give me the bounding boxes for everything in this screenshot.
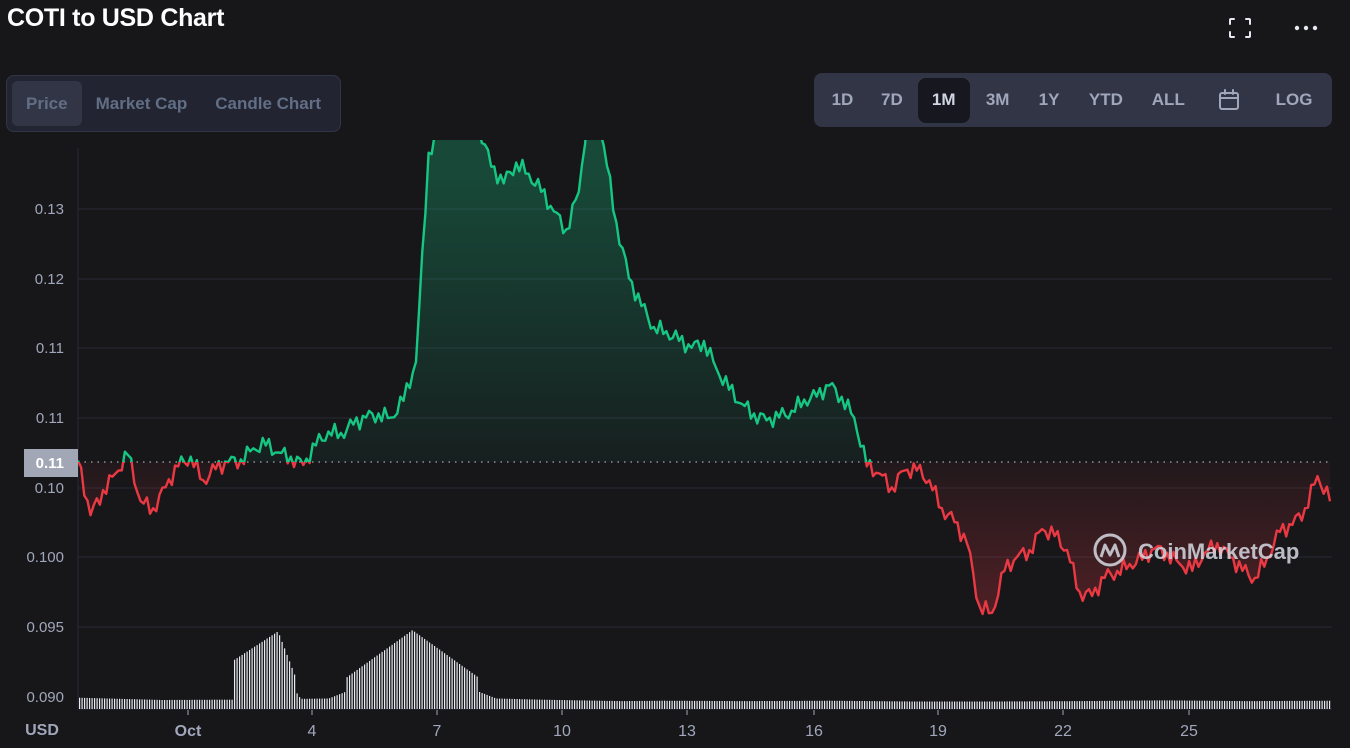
y-tick: 0.095 xyxy=(26,619,64,636)
coinmarketcap-watermark: CoinMarketCap xyxy=(1093,533,1299,567)
volume-bars xyxy=(79,630,1331,709)
x-tick: 13 xyxy=(678,723,696,740)
page-title: COTI to USD Chart xyxy=(7,4,225,32)
y-axis: 0.13 0.12 0.11 0.11 0.10 0.100 0.095 0.0… xyxy=(26,201,64,706)
time-range-tabs: 1D 7D 1M 3M 1Y YTD ALL LOG xyxy=(814,73,1332,127)
range-log[interactable]: LOG xyxy=(1275,90,1313,109)
range-1d[interactable]: 1D xyxy=(831,90,854,109)
x-tick: 4 xyxy=(308,723,317,740)
x-tick: 10 xyxy=(553,723,571,740)
y-tick: 0.13 xyxy=(35,201,64,218)
y-tick: 0.12 xyxy=(35,271,64,288)
range-1y[interactable]: 1Y xyxy=(1038,90,1060,109)
tab-market-cap[interactable]: Market Cap xyxy=(95,93,188,113)
currency-label: USD xyxy=(25,722,59,739)
x-axis: USD Oct 4 7 10 13 16 19 22 25 xyxy=(25,710,1198,740)
y-tick: 0.11 xyxy=(36,410,64,427)
watermark-text: CoinMarketCap xyxy=(1138,539,1299,564)
tab-candle-chart[interactable]: Candle Chart xyxy=(215,93,322,113)
range-3m[interactable]: 3M xyxy=(985,90,1010,109)
x-tick: 19 xyxy=(929,723,947,740)
range-ytd[interactable]: YTD xyxy=(1088,90,1123,109)
y-tick: 0.090 xyxy=(26,689,64,706)
range-all[interactable]: ALL xyxy=(1151,90,1185,109)
x-tick: 25 xyxy=(1180,723,1198,740)
calendar-icon[interactable] xyxy=(1197,78,1261,123)
y-tick: 0.11 xyxy=(36,340,64,357)
x-tick: Oct xyxy=(175,723,202,740)
y-tick: 0.100 xyxy=(26,549,64,566)
range-7d[interactable]: 7D xyxy=(880,90,903,109)
coinmarketcap-logo-icon xyxy=(1099,543,1121,558)
more-horizontal-icon[interactable] xyxy=(1292,14,1320,42)
x-tick: 16 xyxy=(805,723,823,740)
chart-actions xyxy=(1226,14,1320,42)
fullscreen-icon[interactable] xyxy=(1226,14,1254,42)
baseline-label-bg xyxy=(24,449,78,477)
x-tick: 22 xyxy=(1054,723,1072,740)
x-tick: 7 xyxy=(433,723,442,740)
baseline-label: 0.11 xyxy=(36,455,64,472)
range-1m[interactable]: 1M xyxy=(917,77,970,123)
tab-price[interactable]: Price xyxy=(12,81,82,126)
price-series xyxy=(78,140,1332,616)
chart-view-tabs: Price Market Cap Candle Chart xyxy=(6,75,342,132)
y-tick: 0.10 xyxy=(35,480,64,497)
